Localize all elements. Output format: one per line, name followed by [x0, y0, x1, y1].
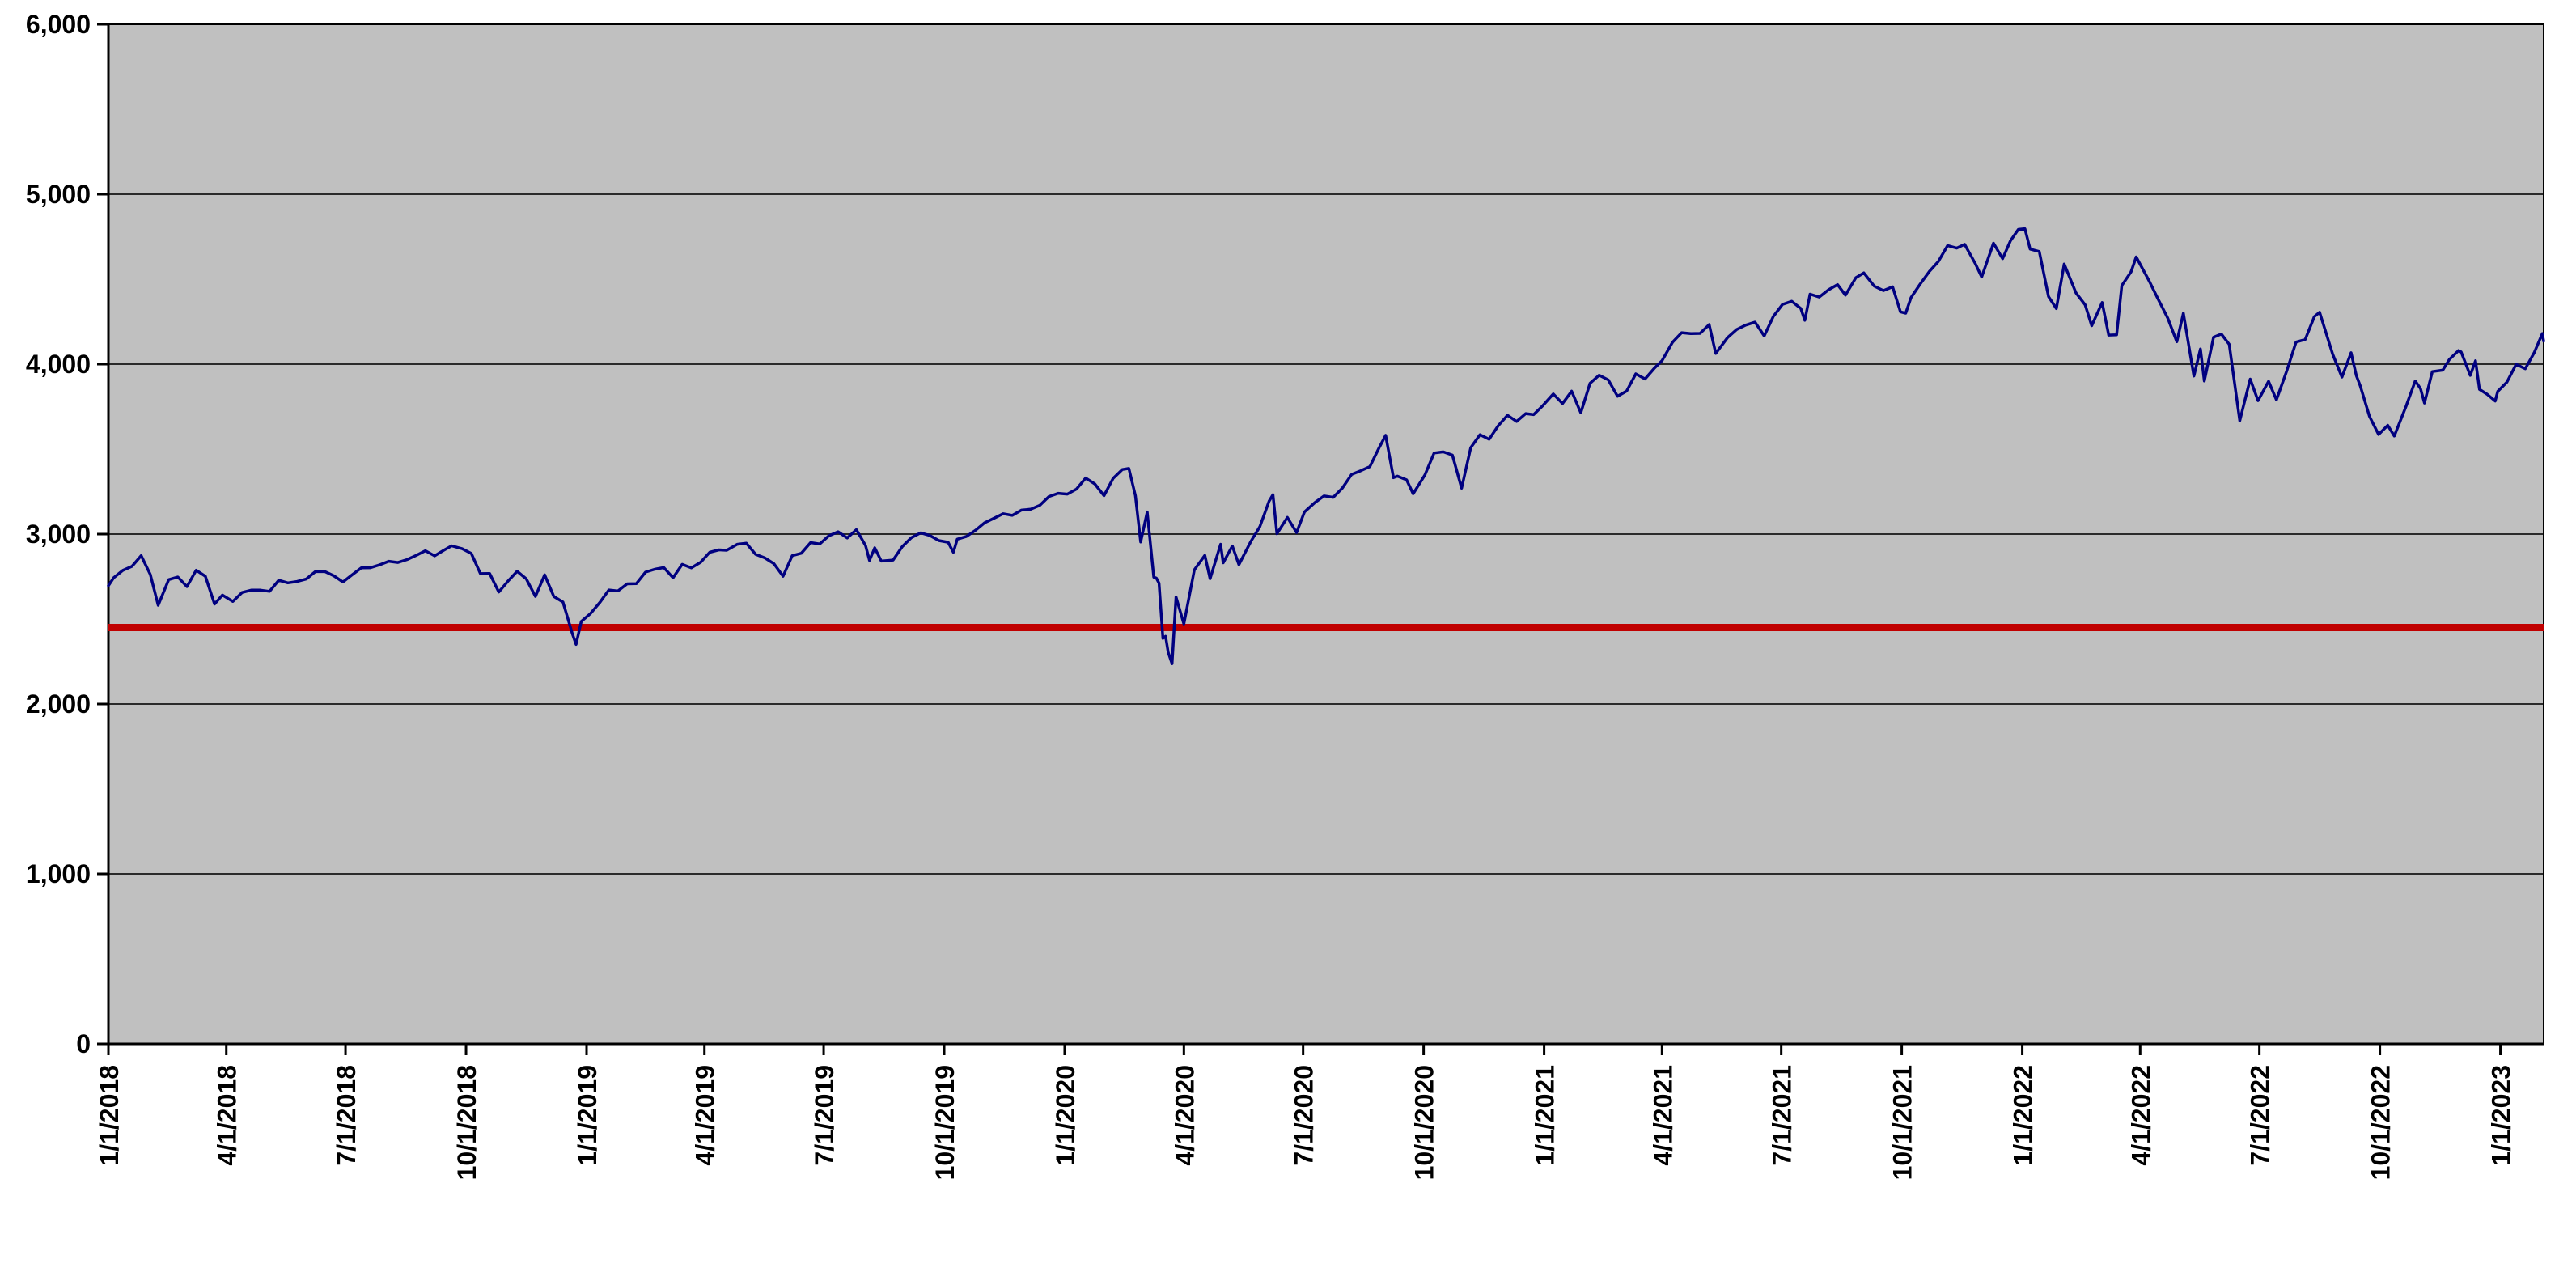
x-axis-tick-label: 1/1/2019: [573, 1065, 602, 1166]
y-axis-tick-label: 2,000: [26, 689, 91, 719]
y-axis-tick-label: 4,000: [26, 350, 91, 379]
x-axis-tick-label: 7/1/2021: [1768, 1065, 1797, 1166]
x-axis-tick-label: 7/1/2020: [1290, 1065, 1319, 1166]
x-axis-tick-label: 1/1/2018: [95, 1065, 124, 1166]
y-axis-tick-label: 5,000: [26, 180, 91, 209]
x-axis-tick-label: 7/1/2022: [2246, 1065, 2275, 1166]
x-axis-tick-label: 1/1/2023: [2487, 1065, 2516, 1166]
x-axis-tick-label: 4/1/2021: [1648, 1065, 1677, 1166]
x-axis-tick-label: 10/1/2021: [1888, 1065, 1917, 1180]
x-axis-tick-label: 10/1/2018: [452, 1065, 481, 1180]
x-axis-tick-label: 4/1/2022: [2126, 1065, 2155, 1166]
y-axis-tick-label: 0: [76, 1029, 91, 1058]
x-axis-tick-label: 4/1/2018: [213, 1065, 242, 1166]
x-axis-tick-label: 1/1/2022: [2009, 1065, 2038, 1166]
x-axis-tick-label: 7/1/2019: [810, 1065, 839, 1166]
x-axis-tick-label: 4/1/2019: [691, 1065, 720, 1166]
x-axis-tick-label: 10/1/2019: [930, 1065, 960, 1180]
y-axis-tick-label: 6,000: [26, 10, 91, 39]
x-axis-tick-label: 10/1/2022: [2366, 1065, 2396, 1180]
index-series-line: [107, 227, 2545, 665]
x-axis-tick-label: 7/1/2018: [332, 1065, 361, 1166]
y-axis-tick-label: 3,000: [26, 520, 91, 549]
x-axis-tick-label: 10/1/2020: [1410, 1065, 1439, 1180]
x-axis-tick-label: 1/1/2020: [1051, 1065, 1080, 1166]
y-axis-tick-label: 1,000: [26, 859, 91, 889]
x-axis-tick-label: 4/1/2020: [1170, 1065, 1199, 1166]
x-axis-tick-label: 1/1/2021: [1531, 1065, 1560, 1166]
